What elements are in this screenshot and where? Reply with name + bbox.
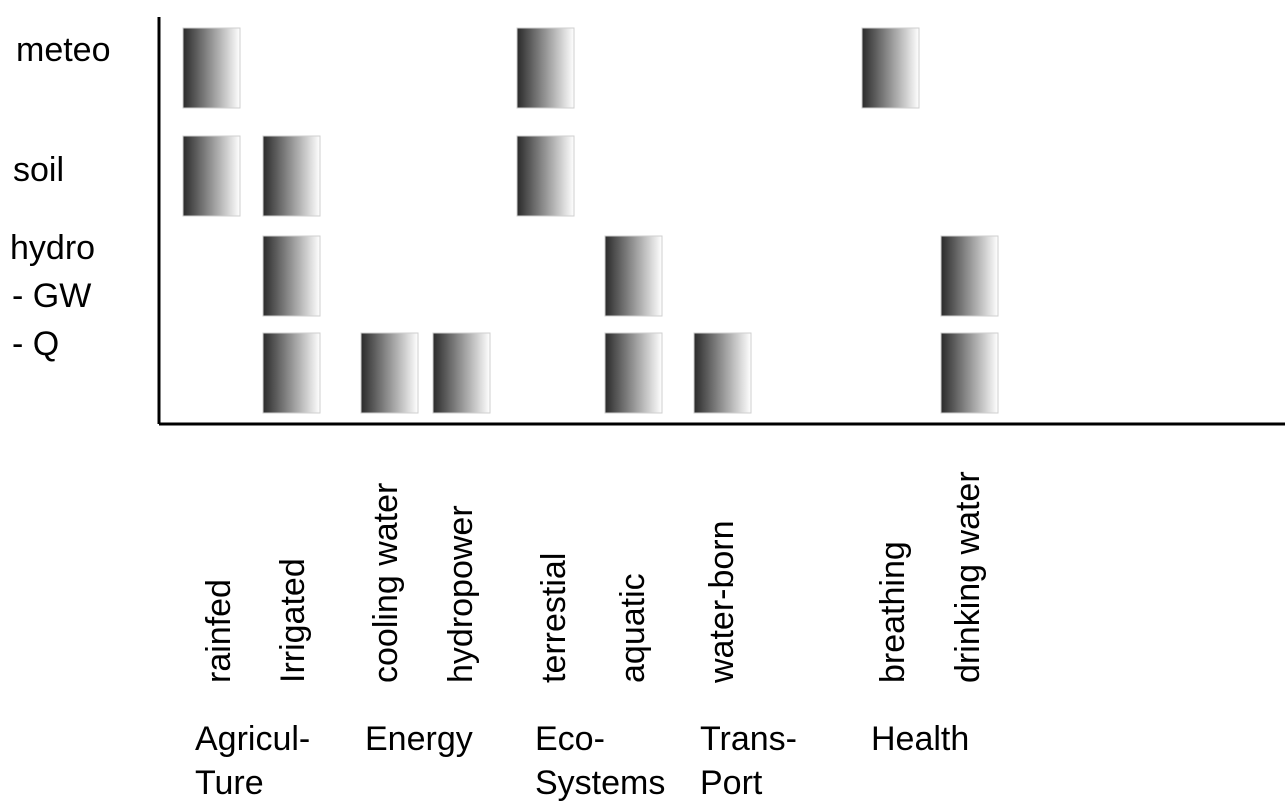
- cell-soil-irrigated: [262, 135, 321, 217]
- row-label-hydro: hydro: [10, 229, 96, 267]
- row-label-gw: - GW: [12, 277, 92, 315]
- group-label-energy: Energy: [365, 717, 473, 761]
- column-label-hydropower: hydropower: [442, 505, 480, 683]
- cell-q-irrigated: [262, 332, 321, 414]
- group-label-health-line1: Health: [871, 720, 970, 758]
- cell-meteo-breathing: [861, 27, 920, 109]
- column-label-rainfed: rainfed: [200, 579, 238, 683]
- column-label-breathing: breathing: [874, 541, 912, 683]
- group-label-agriculture: Agricul- Ture: [195, 717, 310, 805]
- group-label-ecosystems: Eco- Systems: [535, 717, 665, 805]
- group-label-ecosystems-line1: Eco-: [535, 720, 605, 758]
- cell-soil-terrestial: [516, 135, 575, 217]
- cell-q-cooling-water: [360, 332, 419, 414]
- group-label-health: Health: [871, 717, 969, 761]
- cell-gw-aquatic: [604, 235, 663, 317]
- column-label-terrestial: terrestial: [535, 552, 573, 683]
- cell-meteo-terrestial: [516, 27, 575, 109]
- row-label-soil: soil: [13, 151, 65, 189]
- cell-meteo-rainfed: [182, 27, 241, 109]
- cell-q-water-born: [693, 332, 752, 414]
- group-label-transport: Trans- Port: [700, 717, 797, 805]
- column-label-water-born: water-born: [703, 520, 741, 683]
- row-label-q: - Q: [12, 325, 60, 363]
- group-label-energy-line1: Energy: [365, 720, 473, 758]
- cell-q-aquatic: [604, 332, 663, 414]
- column-label-drinking-water: drinking water: [949, 471, 987, 683]
- group-label-transport-line1: Trans-: [700, 720, 797, 758]
- group-label-agriculture-line2: Ture: [195, 764, 264, 802]
- column-label-irrigated: Irrigated: [274, 558, 312, 683]
- column-label-aquatic: aquatic: [614, 573, 652, 683]
- cell-gw-irrigated: [262, 235, 321, 317]
- cell-soil-rainfed: [182, 135, 241, 217]
- group-label-ecosystems-line2: Systems: [535, 764, 666, 802]
- matrix-cells: [182, 27, 999, 414]
- cell-q-drinking-water: [940, 332, 999, 414]
- group-label-agriculture-line1: Agricul-: [195, 720, 311, 758]
- cell-gw-drinking-water: [940, 235, 999, 317]
- cell-q-hydropower: [432, 332, 491, 414]
- column-label-cooling-water: cooling water: [367, 482, 405, 683]
- row-label-meteo: meteo: [16, 31, 111, 69]
- group-label-transport-line2: Port: [700, 764, 763, 802]
